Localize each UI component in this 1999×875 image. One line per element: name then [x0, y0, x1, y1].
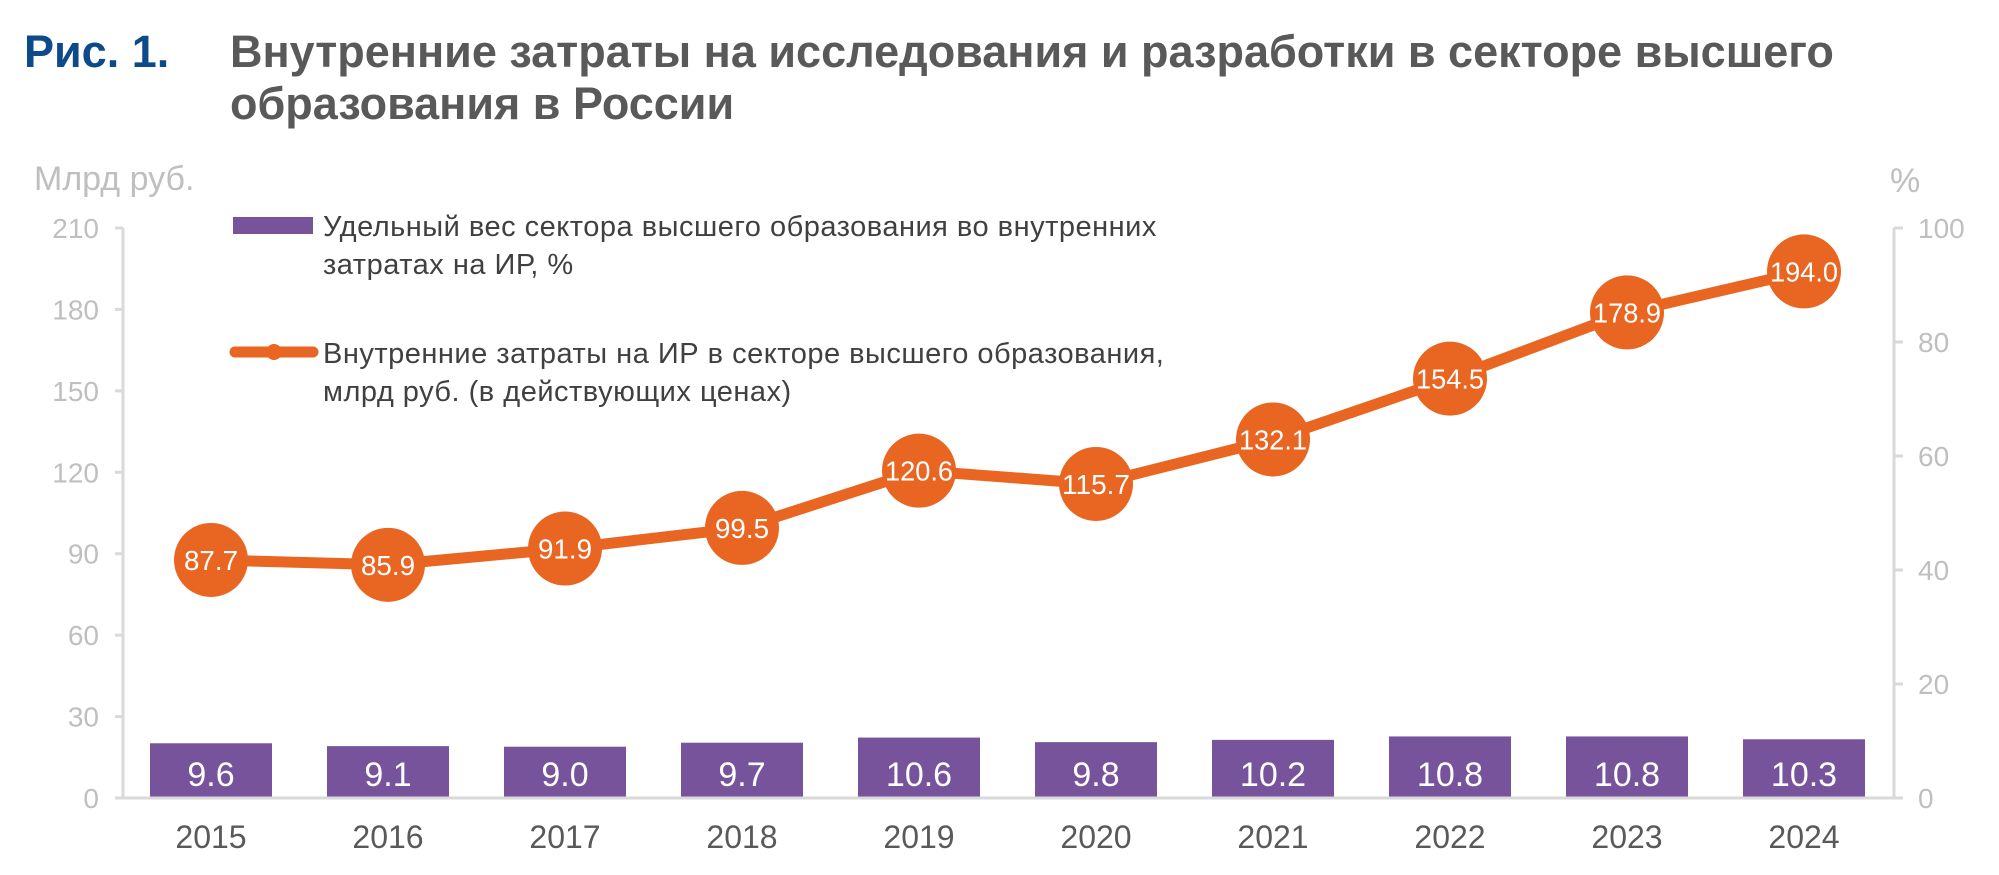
legend-entry-line: Внутренние затраты на ИР в секторе высше… — [323, 335, 1164, 411]
left-axis-tick-label: 120 — [52, 457, 99, 488]
bar — [1566, 736, 1688, 797]
left-axis-tick-label: 180 — [52, 294, 99, 325]
line-point-data-label: 115.7 — [1062, 469, 1130, 500]
x-axis-category-label: 2022 — [1414, 819, 1485, 855]
bar-data-label: 10.8 — [1594, 756, 1660, 794]
bar — [504, 746, 626, 797]
x-axis-category-label: 2024 — [1768, 819, 1839, 855]
x-axis-category-label: 2018 — [706, 819, 777, 855]
bar-data-label: 10.2 — [1240, 756, 1306, 794]
bar — [327, 746, 449, 797]
figure-title: Внутренние затраты на исследования и раз… — [230, 26, 1834, 129]
bar-data-label: 10.3 — [1771, 756, 1837, 794]
legend-markers-group — [229, 217, 319, 360]
bar-data-label: 10.6 — [886, 756, 952, 794]
left-axis-tick-label: 30 — [68, 702, 99, 733]
bars-group: 9.6 9.1 9.0 9.7 10.6 9.8 10.2 10.8 10.8 10.3 — [150, 736, 1865, 797]
line-series-group: 87.7 85.9 91.9 99.5 120.6 115.7 132.1 154.5 178.… — [174, 234, 1841, 602]
figure-label: Рис. 1. — [24, 26, 170, 77]
bar — [1212, 739, 1334, 797]
line-point-marker — [174, 522, 248, 597]
legend-entry-line-line1: Внутренние затраты на ИР в секторе высше… — [323, 338, 1165, 370]
legend-entry-bar: Удельный вес сектора высшего образования… — [323, 208, 1157, 284]
line-point-data-label: 99.5 — [715, 513, 769, 544]
bar-data-label: 9.7 — [718, 756, 765, 794]
legend-entry-bar-line1: Удельный вес сектора высшего образования… — [323, 211, 1157, 243]
line-point-data-label: 178.9 — [1593, 297, 1661, 328]
line-point-marker — [882, 433, 956, 508]
line-point-data-label: 85.9 — [361, 550, 415, 581]
bar — [150, 743, 272, 797]
line-point-data-label: 87.7 — [184, 545, 238, 576]
left-axis-tick-label: 150 — [52, 376, 99, 407]
line-point-marker — [351, 527, 425, 602]
line-point-marker — [1767, 234, 1841, 309]
x-axis-category-label: 2017 — [529, 819, 600, 855]
line-point-data-label: 194.0 — [1770, 256, 1838, 287]
bar — [858, 737, 980, 797]
line-point-marker — [705, 490, 779, 565]
line-point-marker — [1059, 446, 1133, 521]
right-axis-tick-label: 40 — [1918, 555, 1949, 586]
left-axis-tick-label: 210 — [52, 213, 99, 244]
bar — [1389, 736, 1511, 797]
line-point-marker — [1413, 341, 1487, 416]
left-axis-tick-label: 60 — [68, 620, 99, 651]
left-axis-tick-label: 90 — [68, 539, 99, 570]
line-point-data-label: 120.6 — [885, 456, 953, 487]
legend-entry-bar-line2: затратах на ИР, % — [323, 249, 574, 281]
bar — [1743, 739, 1865, 797]
line-point-marker — [1590, 275, 1664, 350]
line-point-marker — [528, 511, 602, 586]
legend-entry-line-line2: млрд руб. (в действующих ценах) — [323, 376, 792, 408]
bar — [1035, 742, 1157, 797]
left-axis-unit-label: Млрд руб. — [34, 160, 195, 198]
line-point-data-label: 132.1 — [1239, 424, 1307, 455]
bar-data-label: 9.1 — [364, 756, 411, 794]
right-axis-tick-label: 100 — [1918, 213, 1965, 244]
right-axis-tick-label: 60 — [1918, 441, 1949, 472]
legend-line-marker — [266, 344, 282, 360]
line-point-data-label: 91.9 — [538, 534, 592, 565]
right-axis-tick-label: 80 — [1918, 327, 1949, 358]
axes-group: 0 30 60 90 120 150 180 210 0 20 40 60 80 100 2015 2016 2… — [52, 213, 1964, 855]
line-point-data-label: 154.5 — [1416, 364, 1484, 395]
line-point-marker — [1236, 402, 1310, 477]
x-axis-category-label: 2021 — [1237, 819, 1308, 855]
right-axis-tick-label: 0 — [1918, 783, 1934, 814]
line-series-path — [205, 265, 1810, 571]
legend-bar-swatch — [233, 217, 313, 234]
right-axis-tick-label: 20 — [1918, 669, 1949, 700]
left-axis-tick-label: 0 — [83, 783, 99, 814]
x-axis-category-label: 2020 — [1060, 819, 1131, 855]
bar-data-label: 9.0 — [541, 756, 588, 794]
x-axis-category-label: 2015 — [175, 819, 246, 855]
bar-data-label: 10.8 — [1417, 756, 1483, 794]
x-axis-category-label: 2023 — [1591, 819, 1662, 855]
x-axis-category-label: 2016 — [352, 819, 423, 855]
bar-data-label: 9.8 — [1072, 756, 1119, 794]
x-axis-category-label: 2019 — [883, 819, 954, 855]
bar-data-label: 9.6 — [187, 756, 234, 794]
right-axis-unit-label: % — [1890, 162, 1921, 200]
bar — [681, 742, 803, 797]
